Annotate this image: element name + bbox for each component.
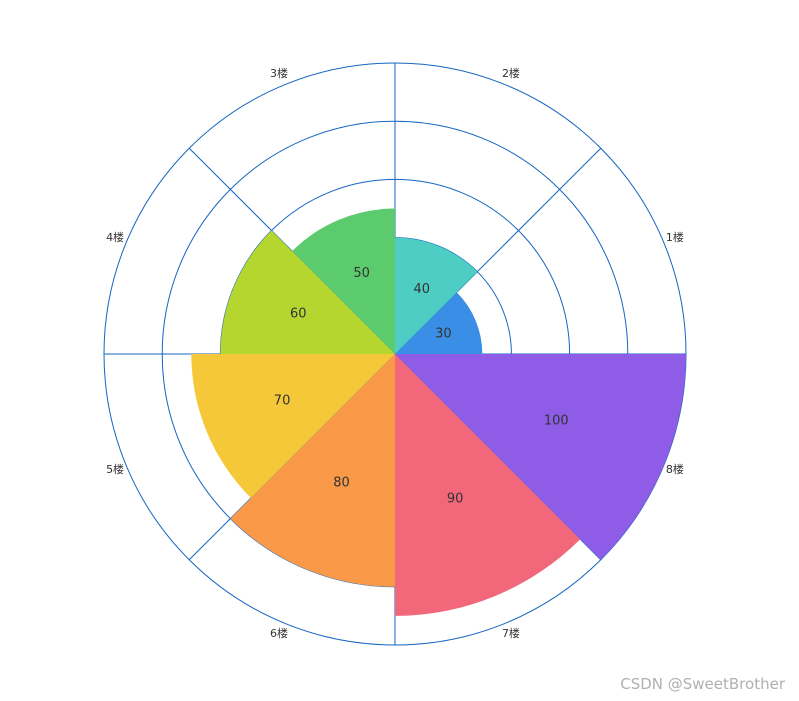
category-label-7: 7楼 (502, 626, 520, 640)
category-label-6: 6楼 (270, 626, 288, 640)
watermark: CSDN @SweetBrother (620, 675, 785, 693)
sector-7 (395, 354, 581, 616)
category-label-5: 5楼 (106, 462, 124, 476)
sector-5 (191, 354, 395, 499)
category-label-1: 1楼 (666, 230, 684, 244)
value-label-6: 80 (333, 476, 350, 491)
category-label-8: 8楼 (666, 462, 684, 476)
value-label-3: 50 (353, 266, 370, 281)
chart-sectors (191, 208, 686, 616)
category-label-4: 4楼 (106, 230, 124, 244)
value-label-2: 40 (413, 282, 430, 297)
value-labels: 30 40 50 60 70 80 90 100 (274, 266, 569, 507)
sector-8 (395, 354, 686, 560)
category-label-2: 2楼 (502, 66, 520, 80)
sector-3 (292, 208, 395, 354)
value-label-7: 90 (447, 492, 464, 507)
category-label-3: 3楼 (270, 66, 288, 80)
sector-1 (395, 292, 483, 354)
category-labels: 1楼 2楼 3楼 4楼 5楼 6楼 7楼 8楼 (106, 66, 684, 640)
value-label-8: 100 (544, 413, 569, 428)
value-label-5: 70 (274, 393, 291, 408)
value-label-4: 60 (290, 306, 307, 321)
sector-2 (395, 237, 478, 354)
sector-4 (220, 230, 395, 354)
value-label-1: 30 (435, 326, 452, 341)
sector-6 (230, 354, 395, 587)
